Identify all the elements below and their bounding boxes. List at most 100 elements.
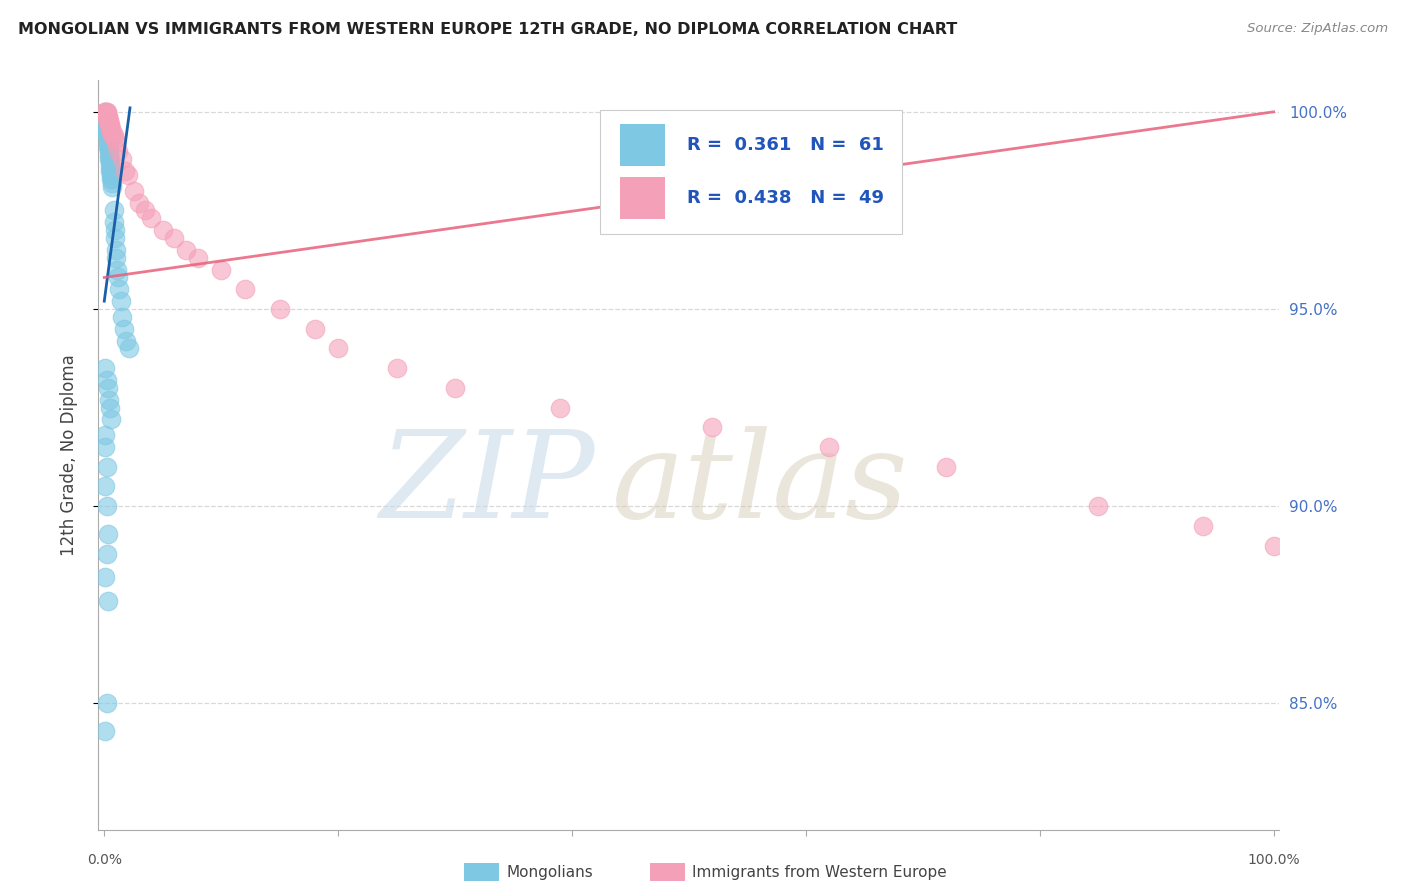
Point bbox=[1192, 519, 1215, 533]
Point bbox=[94, 361, 117, 376]
Point bbox=[122, 184, 145, 198]
Point bbox=[97, 152, 120, 166]
Point bbox=[935, 459, 957, 474]
Point bbox=[101, 128, 124, 143]
Point bbox=[100, 412, 122, 426]
Point bbox=[104, 132, 127, 146]
Text: R =  0.438   N =  49: R = 0.438 N = 49 bbox=[686, 188, 883, 207]
Point bbox=[100, 120, 122, 135]
Point bbox=[163, 231, 186, 245]
Point bbox=[1263, 539, 1285, 553]
Point bbox=[98, 117, 121, 131]
Point bbox=[96, 104, 118, 119]
Text: Immigrants from Western Europe: Immigrants from Western Europe bbox=[692, 865, 946, 880]
Text: 0.0%: 0.0% bbox=[87, 854, 122, 867]
Text: atlas: atlas bbox=[612, 426, 908, 543]
Point bbox=[304, 322, 326, 336]
Point bbox=[98, 164, 121, 178]
Point bbox=[104, 231, 127, 245]
Point bbox=[96, 547, 118, 561]
Point bbox=[97, 112, 120, 127]
Point bbox=[97, 112, 120, 127]
Point bbox=[100, 168, 122, 182]
Point bbox=[94, 109, 117, 123]
Text: ZIP: ZIP bbox=[380, 426, 595, 543]
Point bbox=[97, 132, 120, 146]
Point bbox=[96, 109, 118, 123]
Point bbox=[94, 428, 117, 442]
Point bbox=[134, 203, 156, 218]
Point bbox=[818, 440, 841, 454]
Point bbox=[97, 136, 120, 151]
Point bbox=[96, 124, 118, 138]
Point bbox=[96, 120, 118, 135]
Point bbox=[98, 120, 121, 135]
Point bbox=[111, 152, 134, 166]
Point bbox=[444, 381, 467, 395]
Point bbox=[98, 401, 121, 415]
Point bbox=[98, 156, 121, 170]
Point bbox=[96, 697, 118, 711]
Point bbox=[128, 195, 150, 210]
Point bbox=[97, 594, 120, 608]
Point bbox=[97, 117, 120, 131]
Point bbox=[100, 164, 122, 178]
Text: 100.0%: 100.0% bbox=[1247, 854, 1301, 867]
Y-axis label: 12th Grade, No Diploma: 12th Grade, No Diploma bbox=[59, 354, 77, 556]
Point bbox=[1087, 499, 1109, 513]
Point bbox=[111, 310, 134, 324]
Point bbox=[96, 459, 118, 474]
Point bbox=[174, 243, 197, 257]
Point bbox=[94, 723, 117, 738]
Point bbox=[112, 322, 135, 336]
Point bbox=[97, 145, 120, 159]
Point bbox=[152, 223, 174, 237]
Point bbox=[98, 152, 121, 166]
Point bbox=[96, 109, 118, 123]
Point bbox=[209, 262, 232, 277]
Point bbox=[117, 168, 139, 182]
Point bbox=[97, 109, 120, 123]
Point bbox=[94, 112, 117, 127]
Point bbox=[104, 223, 127, 237]
Point bbox=[139, 211, 162, 226]
Bar bbox=[620, 177, 665, 219]
Point bbox=[97, 140, 120, 154]
Point bbox=[97, 117, 120, 131]
Point bbox=[101, 176, 124, 190]
Point bbox=[97, 148, 120, 162]
Point bbox=[94, 104, 117, 119]
Point bbox=[104, 136, 127, 151]
Point bbox=[100, 124, 122, 138]
Point bbox=[97, 392, 120, 407]
Point bbox=[97, 381, 120, 395]
Text: MONGOLIAN VS IMMIGRANTS FROM WESTERN EUROPE 12TH GRADE, NO DIPLOMA CORRELATION C: MONGOLIAN VS IMMIGRANTS FROM WESTERN EUR… bbox=[18, 22, 957, 37]
Point bbox=[187, 251, 209, 265]
Point bbox=[94, 112, 117, 127]
Point bbox=[702, 420, 724, 434]
Point bbox=[94, 570, 117, 584]
Point bbox=[233, 282, 256, 296]
Point bbox=[97, 128, 120, 143]
Point bbox=[94, 440, 117, 454]
Point bbox=[96, 499, 118, 513]
Point bbox=[97, 526, 120, 541]
Point bbox=[105, 262, 128, 277]
Point bbox=[94, 117, 117, 131]
Point bbox=[103, 128, 125, 143]
Point bbox=[94, 104, 117, 119]
Point bbox=[97, 140, 120, 154]
Point bbox=[94, 109, 117, 123]
Point bbox=[103, 203, 125, 218]
Point bbox=[118, 342, 141, 356]
Point bbox=[103, 215, 125, 229]
Point bbox=[96, 120, 118, 135]
Point bbox=[101, 124, 124, 138]
Point bbox=[385, 361, 408, 376]
Bar bbox=[620, 125, 665, 166]
Point bbox=[101, 179, 124, 194]
Point bbox=[100, 172, 122, 186]
Point bbox=[98, 160, 121, 174]
Point bbox=[94, 104, 117, 119]
Point bbox=[550, 401, 572, 415]
